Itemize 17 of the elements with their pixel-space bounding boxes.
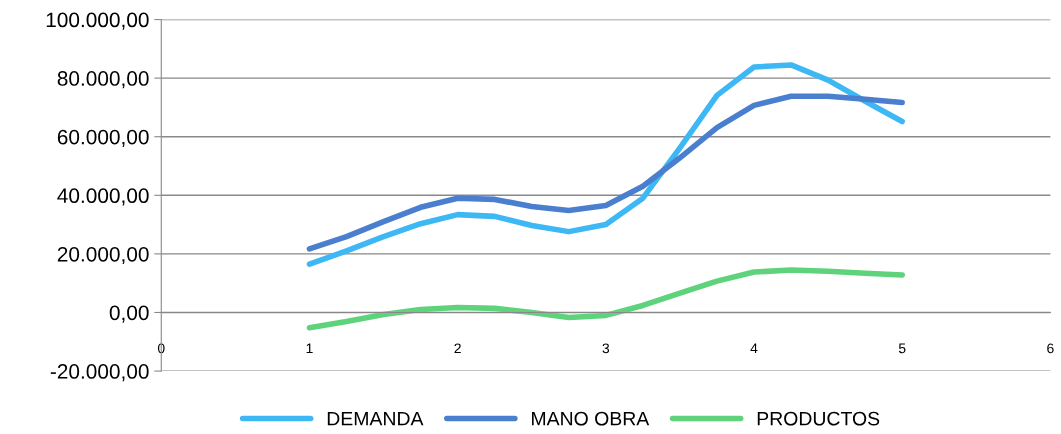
- legend-label: MANO OBRA: [532, 411, 650, 426]
- y-tick-label: 20.000,00: [57, 246, 149, 265]
- x-tick-label: 4: [750, 343, 758, 354]
- x-tick-label: 1: [306, 343, 313, 354]
- y-tick-label: -20.000,00: [50, 364, 149, 382]
- y-tick-label: 40.000,00: [57, 188, 149, 206]
- legend-label: DEMANDA: [327, 411, 424, 426]
- x-tick-label: 6: [1047, 343, 1054, 354]
- x-tick-label: 2: [454, 343, 461, 354]
- x-tick-label: 0: [157, 343, 165, 354]
- x-tick-label: 3: [602, 343, 610, 354]
- y-tick-label: 0,00: [109, 305, 149, 323]
- legend-label: PRODUCTOS: [757, 411, 880, 426]
- x-tick-label: 5: [898, 343, 906, 354]
- y-tick-label: 100.000,00: [46, 12, 149, 30]
- y-tick-label: 60.000,00: [57, 129, 149, 147]
- y-tick-label: 80.000,00: [57, 71, 149, 89]
